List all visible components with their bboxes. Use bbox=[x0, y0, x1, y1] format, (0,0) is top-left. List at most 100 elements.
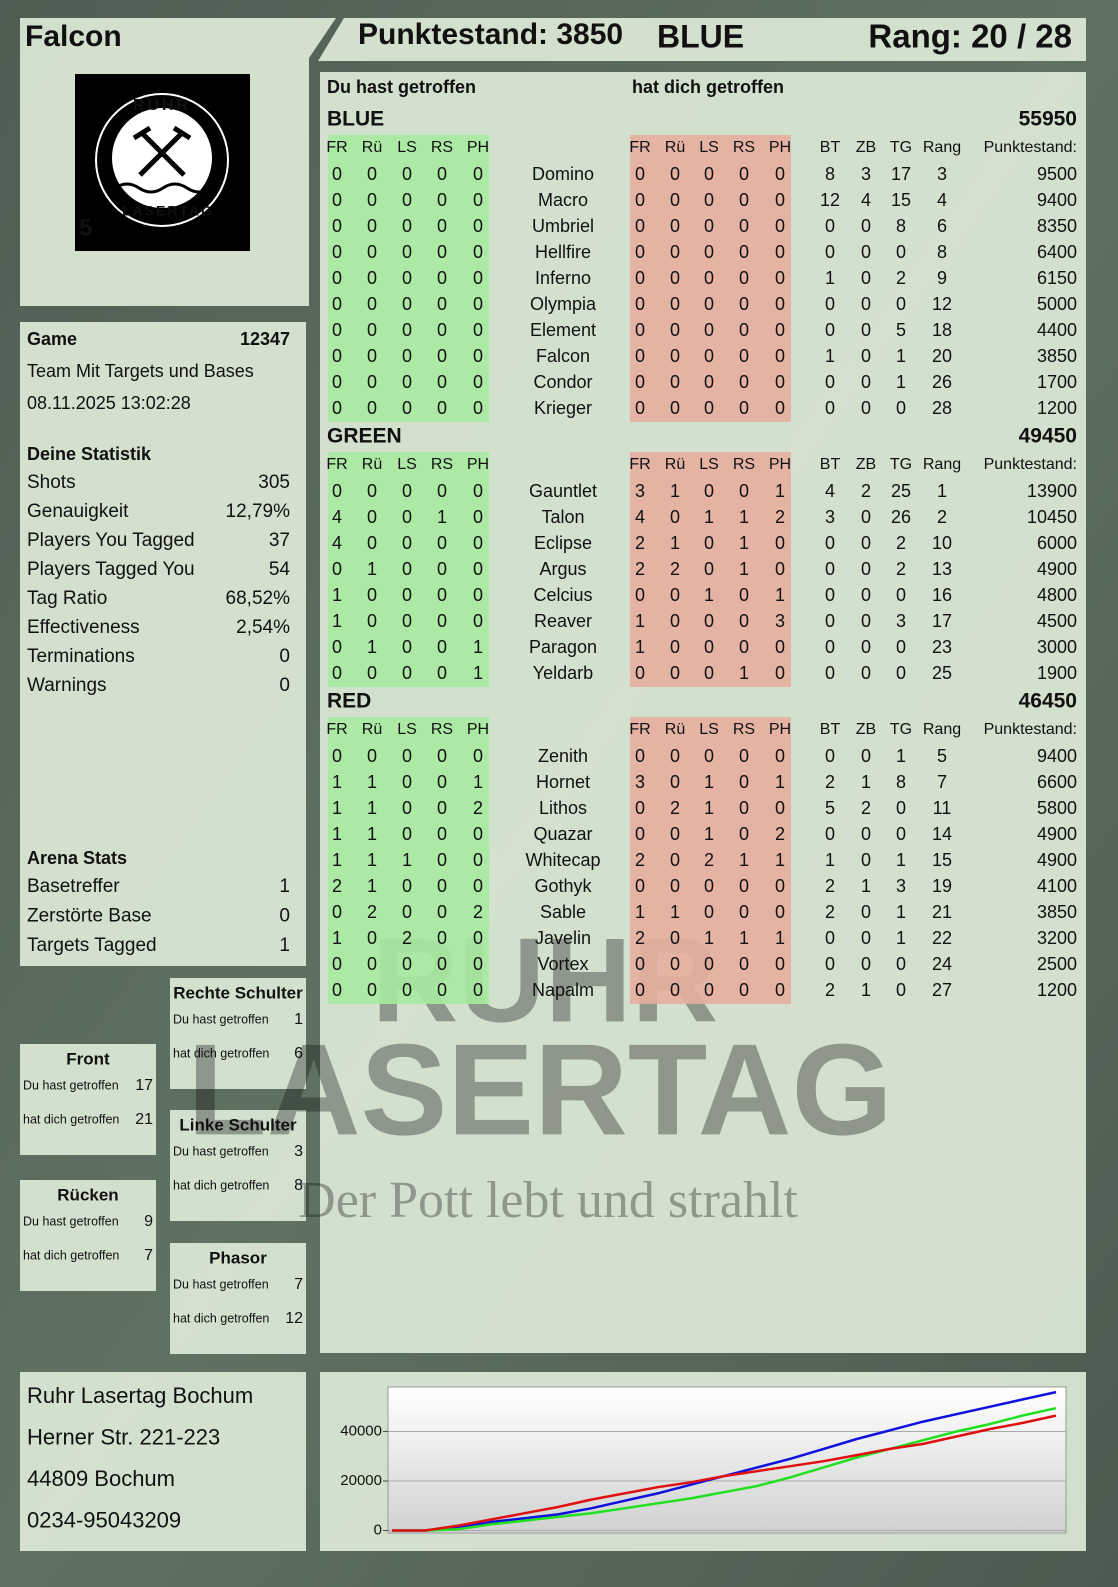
cell: 0 bbox=[473, 320, 483, 340]
cell: 0 bbox=[670, 772, 680, 792]
cell: 0 bbox=[739, 190, 749, 210]
player-cell: Element bbox=[530, 320, 596, 340]
cell: 2 bbox=[775, 824, 785, 844]
watermark-slogan: Der Pott lebt und strahlt bbox=[298, 1172, 798, 1229]
cell: 3 bbox=[861, 164, 871, 184]
column-header: RS bbox=[733, 721, 755, 738]
score-cell: 1700 bbox=[1037, 372, 1077, 392]
cell: 2 bbox=[473, 902, 483, 922]
cell: 14 bbox=[932, 824, 952, 844]
cell: 0 bbox=[402, 481, 412, 501]
cell: 0 bbox=[402, 346, 412, 366]
cell: 0 bbox=[861, 928, 871, 948]
cell: 1 bbox=[402, 850, 412, 870]
address-panel bbox=[20, 1372, 306, 1551]
cell: 0 bbox=[775, 346, 785, 366]
stat-value: 0 bbox=[279, 675, 290, 696]
score-cell: 6000 bbox=[1037, 533, 1077, 553]
cell: 0 bbox=[367, 372, 377, 392]
player-cell: Yeldarb bbox=[533, 663, 593, 683]
column-header: PH bbox=[467, 456, 489, 473]
cell: 0 bbox=[825, 663, 835, 683]
cell: 1 bbox=[635, 611, 645, 631]
cell: 2 bbox=[635, 533, 645, 553]
cell: 0 bbox=[704, 216, 714, 236]
cell: 0 bbox=[635, 164, 645, 184]
zone-label: Du hast getroffen bbox=[173, 1144, 269, 1158]
logo-wave bbox=[114, 182, 212, 194]
cell: 0 bbox=[402, 190, 412, 210]
arena-label: Zerstörte Base bbox=[27, 906, 152, 927]
arena-label: Targets Tagged bbox=[27, 935, 157, 956]
cell: 0 bbox=[367, 533, 377, 553]
score-cell: 6150 bbox=[1037, 268, 1077, 288]
given-background bbox=[328, 135, 489, 422]
cell: 0 bbox=[704, 663, 714, 683]
cell: 0 bbox=[704, 611, 714, 631]
cell: 15 bbox=[932, 850, 952, 870]
zone-title: Linke Schulter bbox=[179, 1115, 297, 1134]
cell: 2 bbox=[635, 928, 645, 948]
cell: 0 bbox=[635, 954, 645, 974]
cell: 0 bbox=[704, 746, 714, 766]
stat-label: Effectiveness bbox=[27, 617, 140, 638]
cell: 0 bbox=[825, 637, 835, 657]
cell: 0 bbox=[437, 559, 447, 579]
address-line: 0234-95043209 bbox=[27, 1507, 181, 1532]
cell: 0 bbox=[704, 164, 714, 184]
given-background bbox=[328, 717, 489, 1004]
column-header: BT bbox=[820, 456, 841, 473]
cell: 0 bbox=[437, 294, 447, 314]
cell: 0 bbox=[473, 294, 483, 314]
cell: 0 bbox=[332, 980, 342, 1000]
cell: 0 bbox=[367, 585, 377, 605]
cell: 8 bbox=[825, 164, 835, 184]
cell: 0 bbox=[861, 559, 871, 579]
cell: 0 bbox=[473, 876, 483, 896]
cell: 9 bbox=[937, 268, 947, 288]
cell: 0 bbox=[670, 746, 680, 766]
cell: 0 bbox=[635, 824, 645, 844]
cell: 0 bbox=[896, 398, 906, 418]
stat-label: Shots bbox=[27, 472, 76, 493]
zone-value: 9 bbox=[144, 1213, 153, 1230]
cell: 0 bbox=[437, 164, 447, 184]
zone-label: hat dich getroffen bbox=[173, 1311, 269, 1325]
cell: 0 bbox=[332, 320, 342, 340]
cell: 0 bbox=[402, 824, 412, 844]
cell: 0 bbox=[825, 611, 835, 631]
team-name: BLUE bbox=[657, 18, 744, 54]
zone-panel bbox=[20, 1180, 156, 1291]
y-tick-label: 20000 bbox=[340, 1472, 382, 1489]
zone-value: 17 bbox=[135, 1077, 153, 1094]
cell: 1 bbox=[704, 772, 714, 792]
player-cell: Eclipse bbox=[534, 533, 592, 553]
team-total: 46450 bbox=[1019, 690, 1077, 713]
cell: 0 bbox=[635, 746, 645, 766]
cell: 1 bbox=[367, 850, 377, 870]
cell: 1 bbox=[825, 268, 835, 288]
y-tick-label: 0 bbox=[374, 1521, 382, 1538]
cell: 0 bbox=[437, 876, 447, 896]
column-header: ZB bbox=[856, 456, 876, 473]
address-line: Herner Str. 221-223 bbox=[27, 1424, 220, 1449]
column-header: FR bbox=[326, 456, 347, 473]
cell: 0 bbox=[635, 398, 645, 418]
cell: 0 bbox=[704, 559, 714, 579]
cell: 0 bbox=[473, 346, 483, 366]
cell: 5 bbox=[937, 746, 947, 766]
zone-label: hat dich getroffen bbox=[173, 1178, 269, 1192]
cell: 0 bbox=[739, 164, 749, 184]
zone-label: Du hast getroffen bbox=[173, 1277, 269, 1291]
cell: 0 bbox=[739, 398, 749, 418]
cell: 0 bbox=[704, 242, 714, 262]
cell: 0 bbox=[861, 507, 871, 527]
score-cell: 2500 bbox=[1037, 954, 1077, 974]
column-header: Rü bbox=[362, 139, 382, 156]
received-background bbox=[630, 452, 791, 687]
cell: 1 bbox=[332, 928, 342, 948]
cell: 0 bbox=[739, 268, 749, 288]
cell: 0 bbox=[704, 372, 714, 392]
cell: 0 bbox=[473, 164, 483, 184]
